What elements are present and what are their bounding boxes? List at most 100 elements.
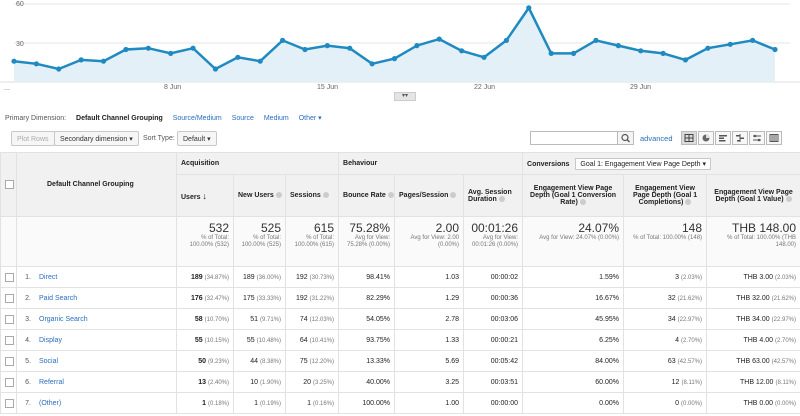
table-search-input[interactable]	[530, 131, 618, 145]
data-point[interactable]	[11, 58, 17, 64]
row-checkbox[interactable]	[5, 314, 14, 324]
data-point[interactable]	[212, 66, 219, 72]
data-point[interactable]	[503, 37, 510, 44]
data-point[interactable]	[257, 58, 263, 64]
secondary-dimension-select[interactable]: Secondary dimension ▾	[54, 131, 139, 146]
view-term-cloud-button[interactable]	[749, 131, 765, 145]
data-point[interactable]	[190, 45, 196, 51]
row-channel-link[interactable]: Paid Search	[39, 294, 78, 302]
data-point[interactable]	[279, 37, 286, 44]
row-pages: 1.00	[394, 392, 465, 414]
data-point[interactable]	[615, 43, 621, 49]
col-goal-rate[interactable]: Engagement View Page Depth (Goal 1 Conve…	[522, 174, 625, 217]
col-users[interactable]: Users ↓	[176, 174, 234, 217]
view-table-button[interactable]	[681, 131, 697, 145]
row-checkbox-cell	[0, 350, 17, 372]
data-point[interactable]	[682, 57, 689, 63]
row-bounce: 98.41%	[338, 266, 396, 288]
row-val-pct: (8.11%)	[775, 379, 797, 386]
data-point[interactable]	[660, 50, 666, 57]
data-point[interactable]	[727, 41, 733, 47]
row-checkbox[interactable]	[5, 377, 14, 387]
row-channel-link[interactable]: Direct	[39, 273, 58, 281]
row-sessions: 20 (3.25%)	[284, 371, 340, 393]
goal-select[interactable]: Goal 1: Engagement View Page Depth ▾	[575, 157, 711, 170]
row-channel-link[interactable]: Organic Search	[39, 315, 88, 323]
col-goal-completions[interactable]: Engagement View Page Depth (Goal 1 Compl…	[623, 174, 708, 217]
chart-resize-handle[interactable]: ▾▾	[394, 92, 416, 101]
dimension-medium[interactable]: Medium	[263, 115, 289, 122]
plot-rows-button[interactable]: Plot Rows	[11, 131, 55, 146]
sort-type-select[interactable]: Default ▾	[177, 131, 217, 146]
data-point[interactable]	[100, 58, 107, 64]
select-all-checkbox[interactable]	[5, 180, 14, 189]
data-point[interactable]	[436, 36, 442, 42]
data-point[interactable]	[56, 66, 62, 72]
data-point[interactable]	[145, 45, 151, 51]
search-button[interactable]	[617, 131, 634, 145]
dimension-source-medium[interactable]: Source/Medium	[172, 115, 222, 122]
data-point[interactable]	[168, 50, 174, 57]
col-goal-value[interactable]: Engagement View Page Depth (Goal 1 Value…	[706, 174, 800, 217]
row-channel-link[interactable]: Display	[39, 336, 62, 344]
data-point[interactable]	[33, 61, 39, 67]
row-checkbox-cell	[0, 392, 17, 414]
dimension-other[interactable]: Other ▾	[298, 115, 322, 122]
data-point[interactable]	[772, 46, 778, 53]
row-channel-link[interactable]: (Other)	[39, 399, 62, 407]
advanced-filter-link[interactable]: advanced	[640, 134, 673, 143]
row-checkbox[interactable]	[5, 272, 14, 282]
col-new-users[interactable]: New Users	[233, 174, 286, 217]
total-conv-rate-value: 24.07%	[578, 221, 620, 235]
total-duration-sub: Avg for View: 00:01:26 (0.00%)	[472, 235, 519, 248]
primary-dimension-bar: Primary Dimension: Default Channel Group…	[5, 114, 330, 122]
view-comparison-button[interactable]	[732, 131, 748, 145]
col-sessions[interactable]: Sessions	[284, 174, 340, 217]
data-point[interactable]	[369, 61, 375, 67]
conversions-header: Conversions Goal 1: Engagement View Page…	[522, 152, 800, 175]
row-comp-pct: (22.97%)	[677, 316, 703, 323]
data-point[interactable]	[548, 50, 554, 57]
row-checkbox[interactable]	[5, 293, 14, 303]
select-all-cell	[0, 152, 17, 217]
view-pie-button[interactable]	[698, 131, 714, 145]
dimension-header[interactable]: Default Channel Grouping	[16, 152, 177, 217]
row-channel-link[interactable]: Referral	[39, 378, 64, 386]
row-channel-link[interactable]: Social	[39, 357, 59, 365]
col-pages-session[interactable]: Pages/Session	[394, 174, 465, 217]
data-point[interactable]	[414, 43, 420, 49]
data-point[interactable]	[391, 56, 398, 62]
row-number: 3.	[25, 315, 31, 323]
row-checkbox[interactable]	[5, 356, 14, 366]
data-point[interactable]	[750, 37, 756, 44]
data-point[interactable]	[123, 46, 129, 53]
data-point[interactable]	[638, 48, 644, 54]
dimension-source[interactable]: Source	[231, 115, 254, 122]
row-new-pct: (0.19%)	[259, 400, 281, 407]
data-point[interactable]	[481, 54, 487, 60]
data-point[interactable]	[459, 48, 465, 54]
row-checkbox[interactable]	[5, 335, 14, 345]
row-sess-value: 74	[299, 315, 308, 323]
row-checkbox-cell	[0, 329, 17, 351]
data-point[interactable]	[324, 43, 330, 49]
chart-ellipsis: ...	[4, 85, 10, 92]
view-pivot-button[interactable]	[766, 131, 782, 145]
view-performance-button[interactable]	[715, 131, 731, 145]
data-point[interactable]	[78, 57, 84, 63]
data-point[interactable]	[705, 45, 711, 51]
row-val-pct: (42.57%)	[771, 358, 797, 365]
total-value-value: THB 148.00	[731, 221, 797, 235]
row-completions: 3 (2.03%)	[623, 266, 708, 288]
row-duration: 00:03:51	[463, 371, 524, 393]
row-new-value: 55	[246, 336, 255, 344]
data-point[interactable]	[526, 5, 532, 11]
col-bounce-rate[interactable]: Bounce Rate	[338, 174, 396, 217]
data-point[interactable]	[593, 37, 599, 44]
data-point[interactable]	[302, 46, 308, 53]
col-avg-duration[interactable]: Avg. Session Duration	[463, 174, 524, 217]
data-point[interactable]	[570, 50, 577, 57]
data-point[interactable]	[235, 54, 241, 60]
row-checkbox[interactable]	[5, 398, 14, 408]
data-point[interactable]	[347, 45, 353, 51]
